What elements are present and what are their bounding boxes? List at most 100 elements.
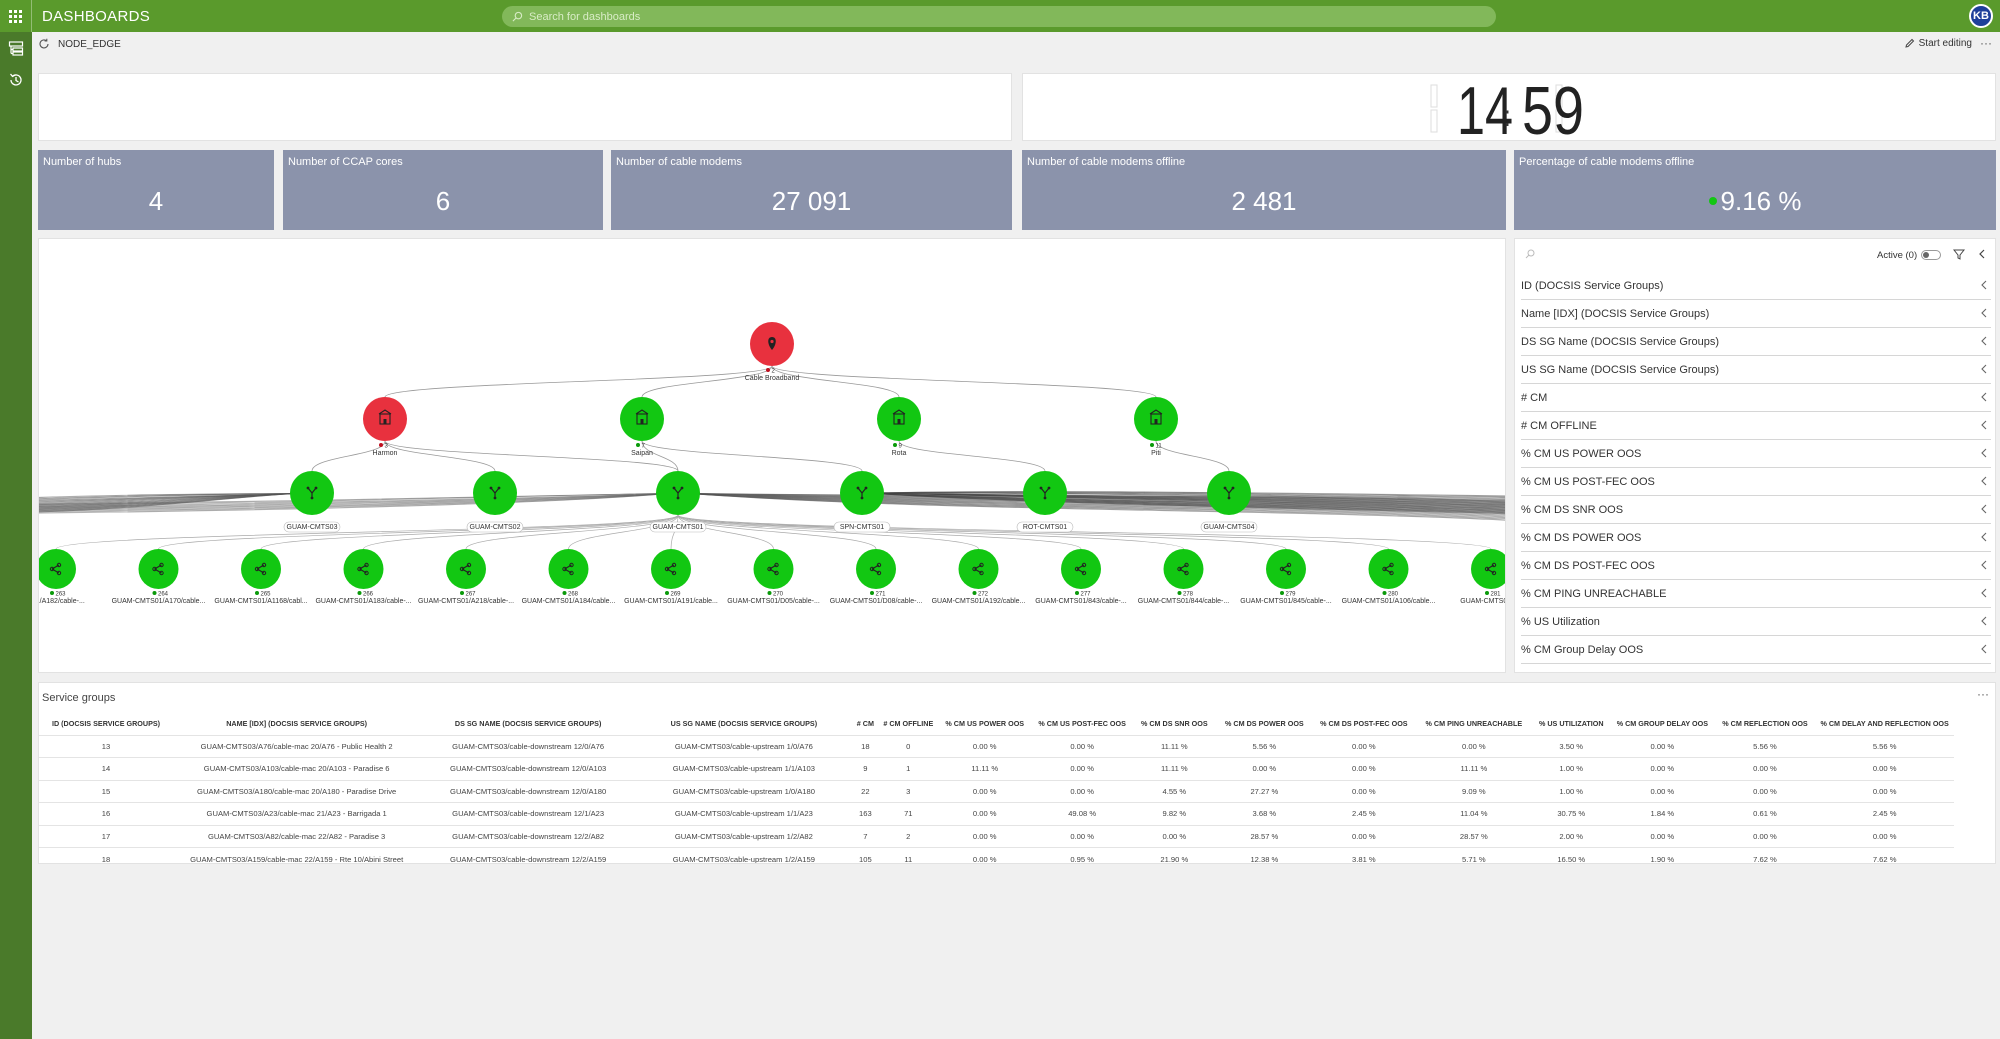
- filter-icon[interactable]: [1953, 248, 1965, 260]
- table-cell: 28.57 %: [1216, 824, 1313, 848]
- search-input[interactable]: [529, 10, 1429, 23]
- table-row[interactable]: 18 GUAM-CMTS03/A159/cable-mac 22/A159 - R…: [39, 847, 1954, 863]
- filter-item[interactable]: Name [IDX] (DOCSIS Service Groups): [1521, 300, 1991, 328]
- expand-chevron-icon[interactable]: [1979, 476, 1989, 486]
- more-options-button[interactable]: ···: [1980, 36, 1992, 50]
- expand-chevron-icon[interactable]: [1979, 308, 1989, 318]
- expand-chevron-icon[interactable]: [1979, 616, 1989, 626]
- filter-item[interactable]: % CM DS SNR OOS: [1521, 496, 1991, 524]
- edge: [677, 514, 979, 550]
- table-cell: 0.00 %: [1031, 779, 1133, 803]
- topology-node-service-group[interactable]: 264GUAM-CMTS01/A170/cable...: [112, 549, 206, 605]
- start-editing-button[interactable]: Start editing: [1904, 38, 1972, 49]
- node-icon: [1177, 562, 1189, 576]
- search-bar[interactable]: [502, 6, 1496, 27]
- table-more-button[interactable]: ···: [1977, 687, 1989, 701]
- topology-node-service-group[interactable]: 272GUAM-CMTS01/A192/cable...: [932, 549, 1026, 605]
- expand-chevron-icon[interactable]: [1979, 364, 1989, 374]
- table-row[interactable]: 15 GUAM-CMTS03/A180/cable-mac 20/A180 - P…: [39, 779, 1954, 803]
- dashboards-nav-button[interactable]: [0, 32, 32, 64]
- filter-item[interactable]: % CM DS POWER OOS: [1521, 524, 1991, 552]
- topology-node-service-group[interactable]: 279GUAM-CMTS01/845/cable-...: [1240, 549, 1332, 605]
- topology-node-service-group[interactable]: 277GUAM-CMTS01/843/cable-...: [1035, 549, 1127, 605]
- table-row[interactable]: 16 GUAM-CMTS03/A23/cable-mac 21/A23 - Bar…: [39, 802, 1954, 825]
- table-row[interactable]: 14 GUAM-CMTS03/A103/cable-mac 20/A103 - P…: [39, 757, 1954, 780]
- topology-node-service-group[interactable]: 266GUAM-CMTS01/A183/cable-...: [315, 549, 412, 605]
- topology-node-service-group[interactable]: 265GUAM-CMTS01/A1168/cabl...: [214, 549, 308, 605]
- expand-chevron-icon[interactable]: [1979, 532, 1989, 542]
- column-header[interactable]: % CM GROUP DELAY OOS: [1616, 719, 1709, 729]
- apps-menu-button[interactable]: [0, 0, 32, 32]
- topology-node-service-group[interactable]: 278GUAM-CMTS01/844/cable-...: [1138, 549, 1229, 605]
- topology-node-cmts[interactable]: ROT-CMTS01: [1016, 471, 1074, 533]
- expand-chevron-icon[interactable]: [1979, 504, 1989, 514]
- topology-node-service-group[interactable]: 268GUAM-CMTS01/A184/cable...: [522, 549, 616, 605]
- expand-chevron-icon[interactable]: [1979, 588, 1989, 598]
- filter-item[interactable]: % CM US POST-FEC OOS: [1521, 468, 1991, 496]
- topology-node-service-group[interactable]: 269GUAM-CMTS01/A191/cable...: [624, 549, 718, 605]
- filter-item[interactable]: DS SG Name (DOCSIS Service Groups): [1521, 328, 1991, 356]
- filter-search-icon[interactable]: [1525, 249, 1535, 259]
- expand-chevron-icon[interactable]: [1979, 644, 1989, 654]
- edge-bundle: [39, 492, 313, 513]
- column-header[interactable]: % CM US POST-FEC OOS: [1038, 719, 1126, 729]
- column-header[interactable]: % CM US POWER OOS: [945, 719, 1025, 729]
- column-header[interactable]: DS SG NAME (DOCSIS SERVICE GROUPS): [454, 719, 602, 729]
- topology-node-cmts[interactable]: SPN-CMTS01: [833, 471, 891, 533]
- filter-item[interactable]: % CM Group Delay OOS: [1521, 636, 1991, 664]
- collapse-chevron-icon[interactable]: [1977, 249, 1987, 259]
- table-cell: 71: [878, 802, 938, 825]
- filter-item[interactable]: % CM US POWER OOS: [1521, 440, 1991, 468]
- refresh-icon[interactable]: [38, 38, 50, 50]
- column-header[interactable]: # CM: [856, 719, 874, 729]
- active-toggle[interactable]: [1921, 250, 1941, 260]
- expand-chevron-icon[interactable]: [1979, 420, 1989, 430]
- column-header[interactable]: US SG NAME (DOCSIS SERVICE GROUPS): [670, 719, 818, 729]
- filter-item[interactable]: % CM DS POST-FEC OOS: [1521, 552, 1991, 580]
- node-count: 269: [671, 592, 682, 598]
- filter-item[interactable]: % CM PING UNREACHABLE: [1521, 580, 1991, 608]
- expand-chevron-icon[interactable]: [1979, 392, 1989, 402]
- expand-chevron-icon[interactable]: [1979, 560, 1989, 570]
- topology-node-cmts[interactable]: GUAM-CMTS03: [283, 471, 341, 533]
- column-header[interactable]: % CM DELAY AND REFLECTION OOS: [1820, 719, 1949, 729]
- expand-chevron-icon[interactable]: [1979, 280, 1989, 290]
- column-header[interactable]: % US UTILIZATION: [1538, 719, 1604, 729]
- column-header[interactable]: % CM DS SNR OOS: [1140, 719, 1208, 729]
- column-header[interactable]: % CM PING UNREACHABLE: [1425, 719, 1523, 729]
- topology-node-service-group[interactable]: 270GUAM-CMTS01/D05/cable-...: [727, 549, 820, 605]
- edge-bundle: [861, 492, 1505, 501]
- table-row[interactable]: 17 GUAM-CMTS03/A82/cable-mac 22/A82 - Par…: [39, 824, 1954, 848]
- column-header[interactable]: % CM DS POWER OOS: [1225, 719, 1304, 729]
- topology-node-cmts[interactable]: GUAM-CMTS04: [1200, 471, 1258, 533]
- filter-item[interactable]: ID (DOCSIS Service Groups): [1521, 272, 1991, 300]
- table-row[interactable]: 13 GUAM-CMTS03/A76/cable-mac 20/A76 - Pub…: [39, 734, 1954, 758]
- topology-node-cmts[interactable]: GUAM-CMTS01: [649, 471, 707, 533]
- filter-item[interactable]: # CM OFFLINE: [1521, 412, 1991, 440]
- topology-node-service-group[interactable]: 271GUAM-CMTS01/D08/cable-...: [830, 549, 923, 605]
- topology-node-service-group[interactable]: 267GUAM-CMTS01/A218/cable-...: [418, 549, 514, 605]
- column-header[interactable]: % CM DS POST-FEC OOS: [1320, 719, 1408, 729]
- column-header[interactable]: # CM OFFLINE: [883, 719, 934, 729]
- expand-chevron-icon[interactable]: [1979, 448, 1989, 458]
- column-header[interactable]: ID (DOCSIS SERVICE GROUPS): [51, 719, 161, 729]
- expand-chevron-icon[interactable]: [1979, 336, 1989, 346]
- topology-node-service-group[interactable]: 263S01/A182/cable-...: [39, 549, 85, 605]
- filter-item-label: DS SG Name (DOCSIS Service Groups): [1521, 335, 1720, 348]
- filter-item[interactable]: # CM: [1521, 384, 1991, 412]
- topology-node-service-group[interactable]: 280GUAM-CMTS01/A106/cable...: [1342, 549, 1436, 605]
- filter-item[interactable]: % US Utilization: [1521, 608, 1991, 636]
- column-header[interactable]: % CM REFLECTION OOS: [1722, 719, 1808, 729]
- topology-node-cmts[interactable]: GUAM-CMTS02: [466, 471, 524, 533]
- edge-bundle: [861, 491, 1505, 498]
- column-header[interactable]: NAME [IDX] (DOCSIS SERVICE GROUPS): [226, 719, 368, 729]
- history-nav-button[interactable]: [0, 64, 32, 96]
- user-avatar[interactable]: KB: [1969, 4, 1993, 28]
- filter-item[interactable]: US SG Name (DOCSIS Service Groups): [1521, 356, 1991, 384]
